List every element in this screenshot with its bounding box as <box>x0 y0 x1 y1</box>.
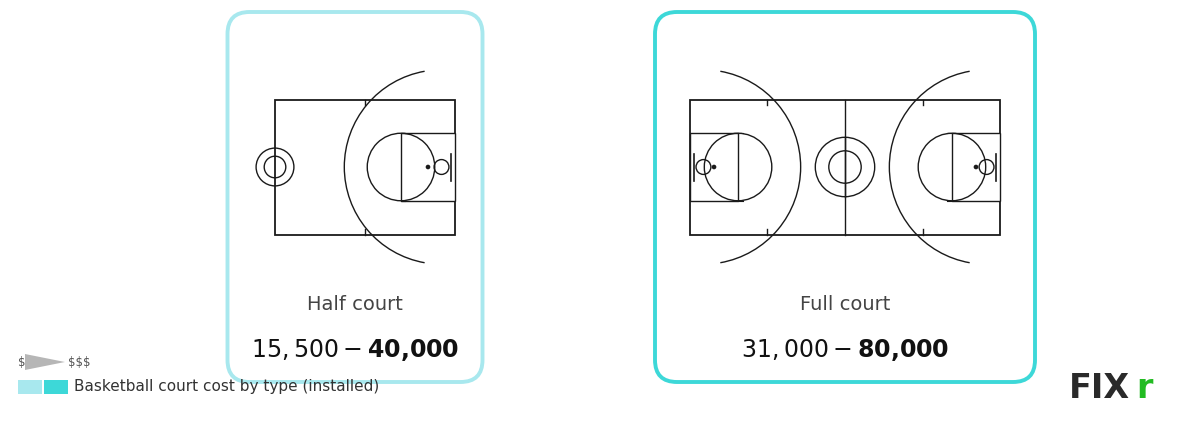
FancyBboxPatch shape <box>655 12 1034 382</box>
Text: Full court: Full court <box>800 295 890 314</box>
Circle shape <box>713 165 715 169</box>
Text: $$$: $$$ <box>68 355 90 368</box>
Bar <box>18 380 42 394</box>
Text: r: r <box>1136 373 1152 406</box>
Circle shape <box>426 165 430 169</box>
FancyBboxPatch shape <box>228 12 482 382</box>
Circle shape <box>974 165 978 169</box>
Text: FIX: FIX <box>1069 373 1130 406</box>
Text: Half court: Half court <box>307 295 403 314</box>
Bar <box>690 100 1000 235</box>
Text: $31,000 - $80,000: $31,000 - $80,000 <box>740 337 949 363</box>
Bar <box>690 133 738 201</box>
Bar <box>275 100 455 235</box>
Text: $: $ <box>18 355 25 368</box>
Text: $15,500 - $40,000: $15,500 - $40,000 <box>251 337 460 363</box>
Bar <box>44 380 68 394</box>
Polygon shape <box>25 354 65 370</box>
Bar <box>401 133 455 201</box>
Text: Basketball court cost by type (installed): Basketball court cost by type (installed… <box>74 379 379 395</box>
Bar <box>952 133 1000 201</box>
